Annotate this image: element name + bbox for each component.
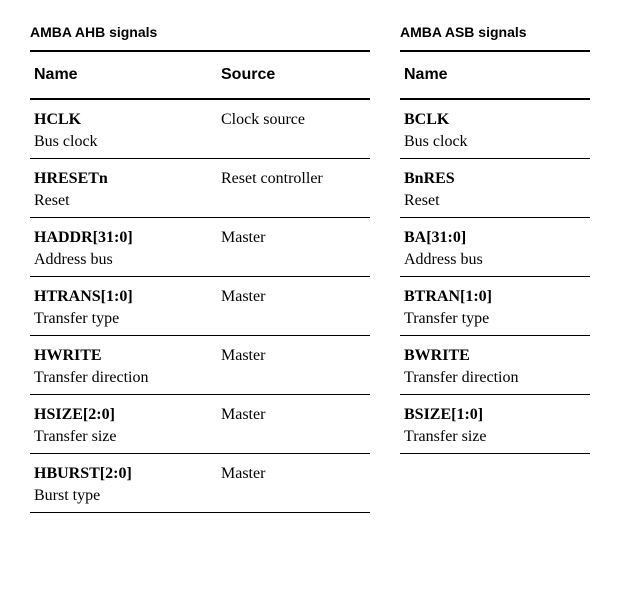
ahb-header-name: Name xyxy=(30,66,221,84)
asb-header-name: Name xyxy=(400,66,594,84)
signal-desc: Bus clock xyxy=(34,132,221,152)
table-row: HBURST[2:0] Burst type Master xyxy=(30,454,370,513)
table-row: HCLK Bus clock Clock source xyxy=(30,100,370,159)
signal-name: HBURST[2:0] xyxy=(34,464,221,484)
signal-name: HSIZE[2:0] xyxy=(34,405,221,425)
signal-desc: Transfer size xyxy=(34,427,221,447)
signal-desc: Address bus xyxy=(34,250,221,270)
signal-desc: Transfer size xyxy=(404,427,594,447)
ahb-header-row: Name Source xyxy=(30,50,370,100)
table-row: BWRITE Transfer direction xyxy=(400,336,590,395)
signal-source: Reset controller xyxy=(221,169,374,189)
table-row: BnRES Reset xyxy=(400,159,590,218)
signal-name: BCLK xyxy=(404,110,594,130)
table-row: HSIZE[2:0] Transfer size Master xyxy=(30,395,370,454)
table-row: HTRANS[1:0] Transfer type Master xyxy=(30,277,370,336)
signal-desc: Transfer direction xyxy=(404,368,594,388)
signal-source: Clock source xyxy=(221,110,374,130)
signal-name: HRESETn xyxy=(34,169,221,189)
signal-name: HADDR[31:0] xyxy=(34,228,221,248)
signal-name: BnRES xyxy=(404,169,594,189)
tables-container: AMBA AHB signals Name Source HCLK Bus cl… xyxy=(30,24,608,513)
signal-name: HWRITE xyxy=(34,346,221,366)
signal-desc: Reset xyxy=(404,191,594,211)
asb-header-row: Name xyxy=(400,50,590,100)
signal-source: Master xyxy=(221,287,374,307)
asb-title: AMBA ASB signals xyxy=(400,24,590,40)
signal-name: BTRAN[1:0] xyxy=(404,287,594,307)
table-row: BCLK Bus clock xyxy=(400,100,590,159)
table-row: HWRITE Transfer direction Master xyxy=(30,336,370,395)
signal-desc: Transfer direction xyxy=(34,368,221,388)
signal-name: HCLK xyxy=(34,110,221,130)
signal-desc: Address bus xyxy=(404,250,594,270)
table-row: HRESETn Reset Reset controller xyxy=(30,159,370,218)
signal-name: HTRANS[1:0] xyxy=(34,287,221,307)
signal-desc: Burst type xyxy=(34,486,221,506)
ahb-header-source: Source xyxy=(221,66,374,84)
ahb-title: AMBA AHB signals xyxy=(30,24,370,40)
asb-table: AMBA ASB signals Name BCLK Bus clock BnR… xyxy=(400,24,590,454)
signal-name: BSIZE[1:0] xyxy=(404,405,594,425)
table-row: BA[31:0] Address bus xyxy=(400,218,590,277)
signal-source: Master xyxy=(221,464,374,484)
table-row: BTRAN[1:0] Transfer type xyxy=(400,277,590,336)
signal-desc: Transfer type xyxy=(34,309,221,329)
signal-name: BA[31:0] xyxy=(404,228,594,248)
ahb-table: AMBA AHB signals Name Source HCLK Bus cl… xyxy=(30,24,370,513)
signal-desc: Reset xyxy=(34,191,221,211)
signal-source: Master xyxy=(221,405,374,425)
signal-desc: Transfer type xyxy=(404,309,594,329)
table-row: BSIZE[1:0] Transfer size xyxy=(400,395,590,454)
signal-desc: Bus clock xyxy=(404,132,594,152)
signal-source: Master xyxy=(221,228,374,248)
table-row: HADDR[31:0] Address bus Master xyxy=(30,218,370,277)
signal-name: BWRITE xyxy=(404,346,594,366)
signal-source: Master xyxy=(221,346,374,366)
